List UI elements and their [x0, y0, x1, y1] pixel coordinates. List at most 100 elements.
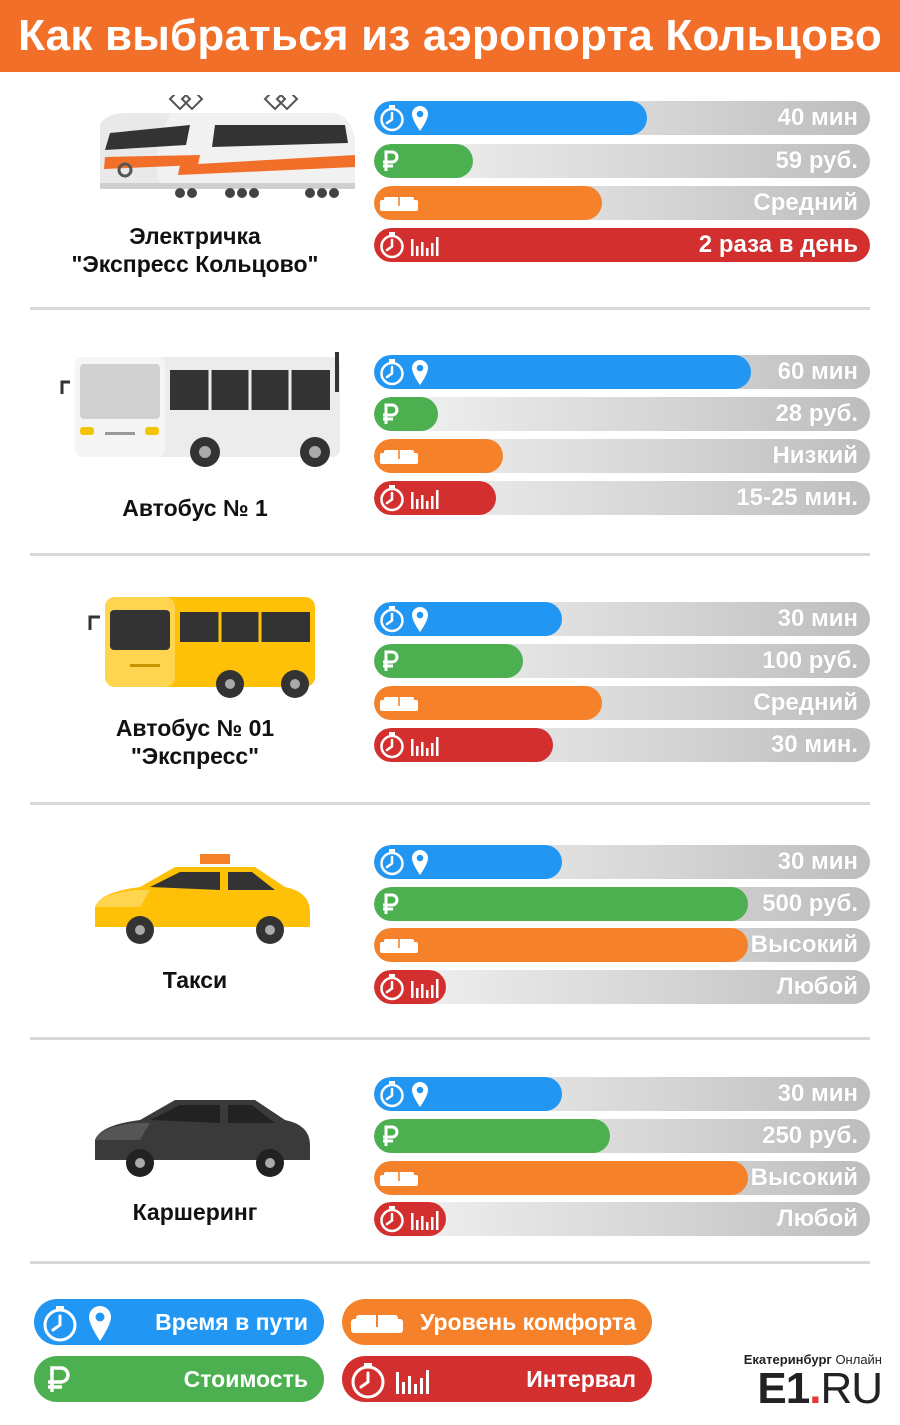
comfort-value: Высокий	[750, 1164, 858, 1191]
stopwatch-icon	[380, 974, 404, 1001]
cost-value: 250 руб.	[762, 1122, 858, 1149]
legend-time: Время в пути	[34, 1299, 324, 1345]
frequency-bars-icon	[411, 737, 439, 756]
interval-bar: Любой	[374, 970, 870, 1004]
brand-e1: E1.RU	[757, 1364, 883, 1413]
time-bar: 40 мин	[374, 101, 870, 135]
transport-name: Каршеринг	[132, 1199, 258, 1225]
stopwatch-icon	[351, 1363, 385, 1399]
cost-value: 28 руб.	[775, 400, 858, 427]
comfort-bar-icons	[378, 189, 420, 217]
interval-bar-fill	[374, 228, 870, 262]
comfort-bar: Средний	[374, 186, 870, 220]
cost-bar: 100 руб.	[374, 644, 870, 678]
interval-value: 2 раза в день	[698, 231, 858, 258]
brand-logo: Екатеринбург Онлайн E1.RU	[732, 1352, 883, 1413]
ruble-icon	[383, 403, 399, 424]
comfort-value: Средний	[753, 689, 858, 716]
stopwatch-icon	[380, 485, 404, 512]
stopwatch-icon	[380, 105, 404, 132]
cost-bar-icons	[378, 890, 402, 918]
time-bar-fill	[374, 602, 562, 636]
cost-bar-icons	[378, 647, 402, 675]
sofa-icon	[380, 939, 418, 953]
frequency-bars-icon	[411, 979, 439, 998]
comfort-bar-fill	[374, 928, 748, 962]
ruble-icon	[48, 1366, 70, 1392]
stopwatch-icon	[380, 232, 404, 259]
header: Как выбраться из аэропорта Кольцово	[0, 0, 900, 72]
interval-bar: 15-25 мин.	[374, 481, 870, 515]
bus-white-icon	[60, 352, 340, 477]
time-bar-icons	[378, 605, 430, 633]
ruble-icon	[383, 893, 399, 914]
transport-name: Такси	[162, 967, 228, 993]
time-value: 60 мин	[777, 358, 858, 385]
location-pin-icon	[412, 106, 428, 131]
time-value: 40 мин	[777, 104, 858, 131]
interval-value: Любой	[776, 973, 858, 1000]
comfort-bar-fill	[374, 1161, 748, 1195]
cost-bar: 28 руб.	[374, 397, 870, 431]
interval-value: 15-25 мин.	[736, 484, 858, 511]
cost-bar: 59 руб.	[374, 144, 870, 178]
section-divider	[30, 1037, 870, 1040]
cost-bar: 250 руб.	[374, 1119, 870, 1153]
time-value: 30 мин	[777, 1080, 858, 1107]
location-pin-icon	[89, 1306, 111, 1341]
stopwatch-icon	[380, 732, 404, 759]
stopwatch-icon	[380, 1081, 404, 1108]
comfort-bar-icons	[378, 689, 420, 717]
legend-comfort: Уровень комфорта	[342, 1299, 652, 1345]
comfort-value: Средний	[753, 189, 858, 216]
transport-name: Автобус № 1	[122, 495, 268, 521]
time-bar: 30 мин	[374, 602, 870, 636]
car-icon	[80, 1085, 360, 1185]
train-icon	[80, 95, 360, 215]
cost-bar: 500 руб.	[374, 887, 870, 921]
frequency-bars-icon	[396, 1370, 429, 1394]
cost-value: 100 руб.	[762, 647, 858, 674]
location-pin-icon	[412, 360, 428, 385]
time-value: 30 мин	[777, 848, 858, 875]
time-value: 30 мин	[777, 605, 858, 632]
time-bar-icons	[378, 358, 430, 386]
comfort-bar: Низкий	[374, 439, 870, 473]
stopwatch-icon	[380, 849, 404, 876]
legend-cost: Стоимость	[34, 1356, 324, 1402]
stopwatch-icon	[380, 359, 404, 386]
cost-bar-fill	[374, 887, 748, 921]
legend-cost-label: Стоимость	[183, 1366, 308, 1392]
legend-comfort-label: Уровень комфорта	[420, 1309, 636, 1335]
cost-bar-fill	[374, 1119, 610, 1153]
stopwatch-icon	[43, 1306, 77, 1342]
page-title: Как выбраться из аэропорта Кольцово	[18, 11, 882, 60]
interval-bar-icons	[378, 973, 440, 1001]
location-pin-icon	[412, 607, 428, 632]
legend-interval-label: Интервал	[526, 1366, 636, 1392]
ruble-icon	[383, 1125, 399, 1146]
interval-bar: Любой	[374, 1202, 870, 1236]
frequency-bars-icon	[411, 1211, 439, 1230]
location-pin-icon	[412, 850, 428, 875]
ruble-icon	[383, 650, 399, 671]
comfort-bar: Высокий	[374, 1161, 870, 1195]
time-bar-fill	[374, 845, 562, 879]
section-divider	[30, 1261, 870, 1264]
time-bar-fill	[374, 1077, 562, 1111]
sofa-icon	[351, 1315, 403, 1333]
interval-bar-icons	[378, 1205, 440, 1233]
interval-bar-icons	[378, 484, 440, 512]
location-pin-icon	[412, 1082, 428, 1107]
sofa-icon	[380, 1172, 418, 1186]
comfort-value: Высокий	[750, 931, 858, 958]
time-bar: 60 мин	[374, 355, 870, 389]
legend-time-label: Время в пути	[155, 1309, 308, 1335]
comfort-bar-icons	[378, 1164, 420, 1192]
brand-city: Екатеринбург Онлайн	[743, 1352, 882, 1367]
legend-interval-icons	[348, 1360, 434, 1400]
interval-bar-icons	[378, 731, 440, 759]
legend-cost-icons	[40, 1360, 76, 1400]
time-bar-icons	[378, 104, 430, 132]
comfort-bar: Высокий	[374, 928, 870, 962]
